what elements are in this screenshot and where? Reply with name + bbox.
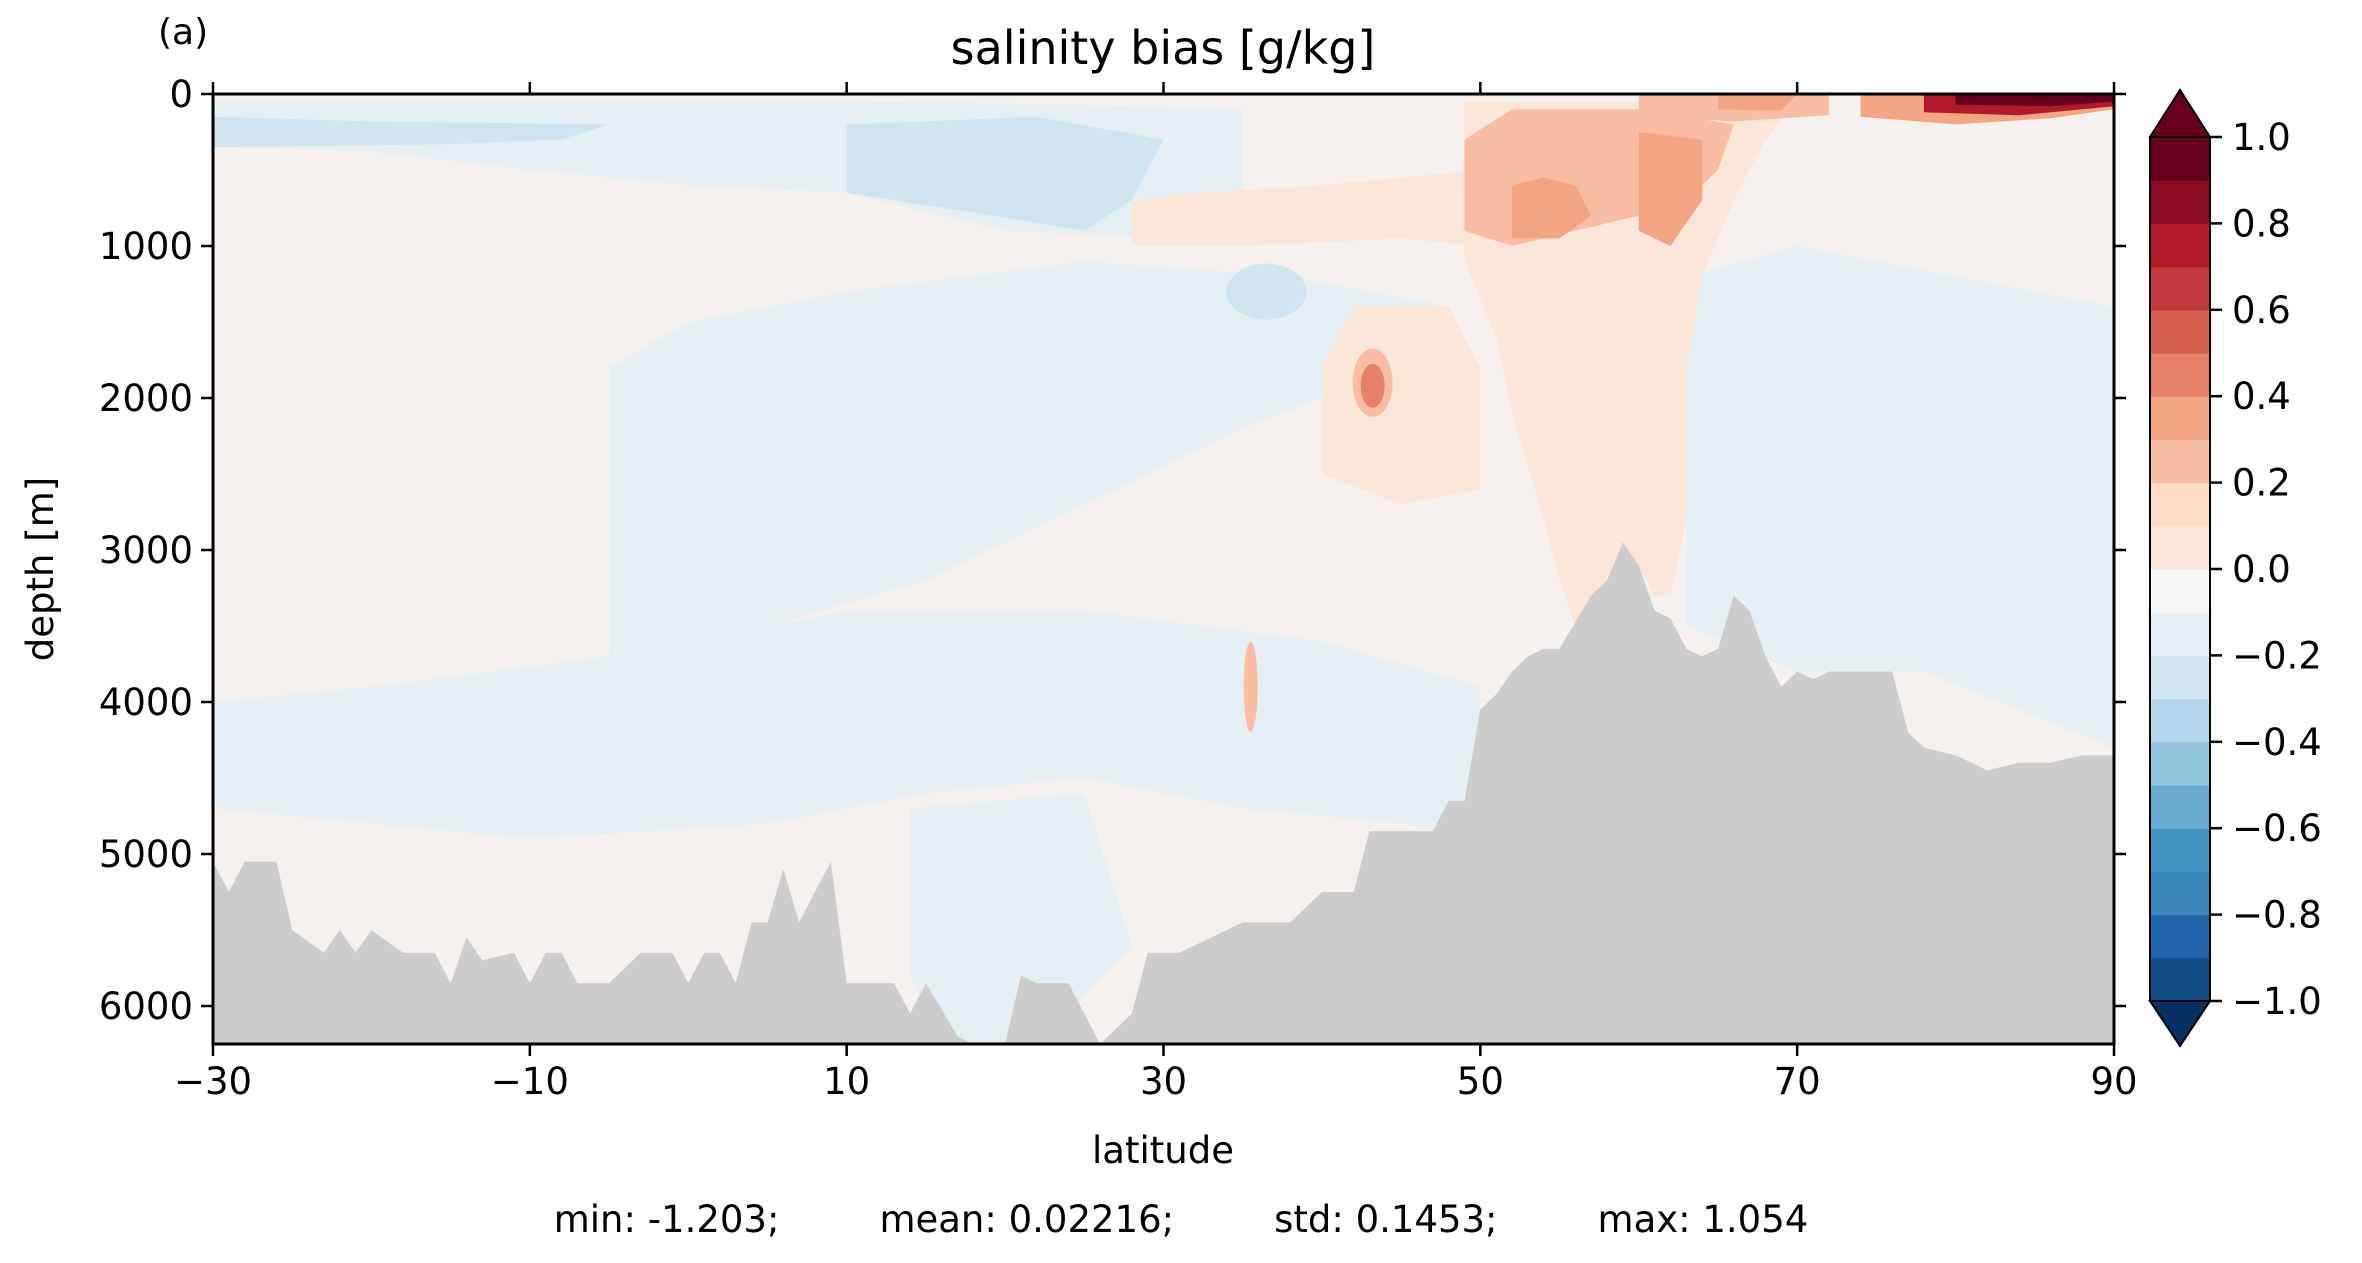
x-tick-label: 50 bbox=[1457, 1060, 1504, 1103]
colorbar-segment bbox=[2150, 309, 2210, 354]
region-surface-salty-west-core bbox=[1718, 94, 1798, 111]
region-fresh-core bbox=[846, 116, 1164, 231]
x-tick-label: 70 bbox=[1774, 1060, 1821, 1103]
statistics-line: min: -1.203; mean: 0.02216; std: 0.1453; ma… bbox=[0, 1198, 2362, 1241]
colorbar-tick-label: −1.0 bbox=[2232, 980, 2322, 1023]
x-axis-label: latitude bbox=[1092, 1129, 1234, 1172]
colorbar-tick-label: −0.4 bbox=[2232, 721, 2322, 764]
colorbar-tick-label: 0.2 bbox=[2232, 462, 2291, 505]
colorbar-segment bbox=[2150, 482, 2210, 527]
colorbar-tick-label: 0.0 bbox=[2232, 548, 2291, 591]
panel-label: (a) bbox=[158, 12, 208, 53]
y-axis: 0 1000 2000 3000 4000 5000 6000 bbox=[99, 73, 2126, 1028]
region-salty-lobe bbox=[1321, 306, 1481, 505]
colorbar-segment bbox=[2150, 525, 2210, 570]
colorbar-segment bbox=[2150, 439, 2210, 484]
colorbar-segment bbox=[2150, 569, 2210, 613]
region-lightblue-north bbox=[1686, 246, 2114, 748]
stat-mean: mean: 0.02216; bbox=[879, 1198, 1175, 1241]
stat-min: min: -1.203; bbox=[553, 1198, 780, 1241]
stat-max: max: 1.054 bbox=[1597, 1198, 1809, 1241]
region-salty-shelf bbox=[1131, 170, 1512, 246]
colorbar-extend-max bbox=[2148, 88, 2212, 138]
bias-field bbox=[213, 94, 2114, 1044]
colorbar-segment bbox=[2150, 353, 2210, 397]
colorbar-tick-label: −0.2 bbox=[2232, 634, 2322, 677]
colorbar-segment bbox=[2150, 396, 2210, 440]
colorbar-segment bbox=[2150, 957, 2210, 1002]
y-tick-label: 6000 bbox=[99, 985, 193, 1028]
y-tick-label: 0 bbox=[169, 73, 193, 116]
region-salty-core-east bbox=[1638, 132, 1703, 246]
region-lightblue-deep bbox=[213, 610, 1481, 839]
x-tick-label: −30 bbox=[174, 1060, 252, 1103]
x-tick-label: 30 bbox=[1140, 1060, 1187, 1103]
y-axis-label: depth [m] bbox=[19, 477, 62, 661]
bathymetry-land bbox=[213, 542, 2114, 1044]
plot-area bbox=[213, 94, 2114, 1044]
region-fresh-west bbox=[213, 116, 609, 148]
colorbar-segment bbox=[2150, 698, 2210, 743]
y-tick-label: 2000 bbox=[99, 377, 193, 420]
y-tick-label: 5000 bbox=[99, 833, 193, 876]
region-anomaly-inner bbox=[1360, 363, 1385, 408]
colorbar-segment bbox=[2150, 828, 2210, 872]
colorbar-extend-min bbox=[2148, 1000, 2212, 1048]
colorbar-tick-label: −0.8 bbox=[2232, 894, 2322, 937]
colorbar-segment bbox=[2150, 223, 2210, 268]
y-tick-label: 3000 bbox=[99, 529, 193, 572]
colorbar: 1.0 0.8 0.6 0.4 0.2 0.0 −0.2 −0.4 −0.6 −0.8 −1.0 bbox=[2148, 88, 2322, 1048]
colorbar-tick-label: 0.4 bbox=[2232, 375, 2291, 418]
x-tick-label: 10 bbox=[823, 1060, 870, 1103]
x-tick-label: −10 bbox=[491, 1060, 569, 1103]
colorbar-segment bbox=[2150, 655, 2210, 700]
region-lightblue-mid bbox=[609, 261, 1449, 657]
region-anomaly-trench bbox=[1243, 641, 1258, 732]
colorbar-segment bbox=[2150, 266, 2210, 311]
colorbar-tick-label: −0.6 bbox=[2232, 807, 2322, 850]
y-tick-label: 4000 bbox=[99, 681, 193, 724]
chart-title: salinity bias [g/kg] bbox=[951, 21, 1376, 75]
colorbar-segment bbox=[2150, 914, 2210, 959]
colorbar-tick-label: 0.6 bbox=[2232, 289, 2291, 332]
region-fresh-small bbox=[1226, 263, 1307, 320]
region-salty-core-inner bbox=[1512, 177, 1592, 239]
colorbar-tick-label: 1.0 bbox=[2232, 116, 2291, 159]
region-lightblue-trench bbox=[910, 793, 1132, 1044]
colorbar-segment bbox=[2150, 137, 2210, 181]
colorbar-tick-label: 0.8 bbox=[2232, 202, 2291, 245]
y-tick-label: 1000 bbox=[99, 225, 193, 268]
colorbar-segment bbox=[2150, 741, 2210, 786]
colorbar-segment bbox=[2150, 180, 2210, 224]
colorbar-segment bbox=[2150, 871, 2210, 916]
colorbar-segment bbox=[2150, 612, 2210, 656]
colorbar-segment bbox=[2150, 785, 2210, 829]
stat-std: std: 0.1453; bbox=[1274, 1198, 1498, 1241]
region-surface-salty-core bbox=[1955, 94, 2114, 107]
x-tick-label: 90 bbox=[2090, 1060, 2137, 1103]
region-salty-tongue bbox=[1464, 101, 1798, 657]
x-axis: −30 −10 10 30 50 70 90 bbox=[174, 82, 2138, 1103]
